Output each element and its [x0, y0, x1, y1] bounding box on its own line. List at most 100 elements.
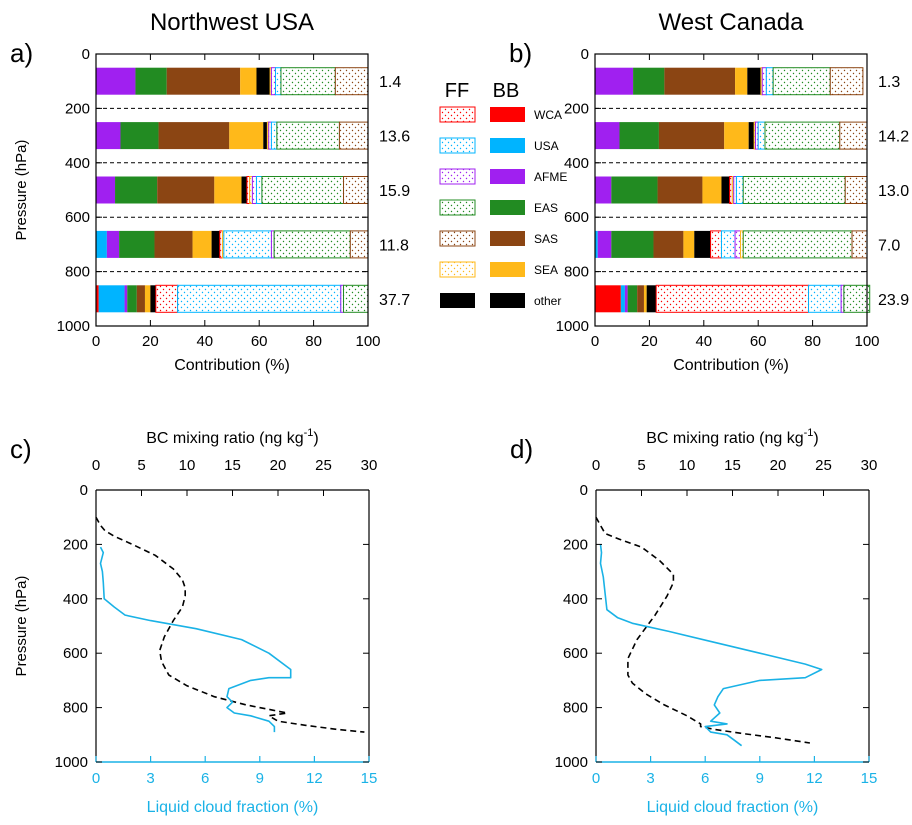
panel-d-y-tick-label: 800 [563, 700, 588, 717]
legend-label-afme: AFME [534, 170, 567, 184]
panel-a-y-tick-label: 200 [65, 100, 90, 117]
panel-b-total-label: 14.2 [878, 129, 909, 146]
panel-b-bar-900-bb-usa [620, 285, 625, 313]
panel-a-bar-700-bb-sas [154, 230, 193, 258]
panel-a-x-tick-label: 0 [92, 333, 100, 350]
panel-b-bar-900-ff-eas [843, 284, 871, 313]
panel-b-bar-100-bb-afme [595, 67, 634, 95]
panel-b-y-tick-label: 800 [564, 264, 589, 281]
panel-b-total-label: 13.0 [878, 183, 909, 200]
panel-a-plot-frame [95, 53, 369, 327]
panel-b-total-label: 23.9 [878, 292, 909, 309]
panel-c-bottom-x-tick-label: 3 [146, 770, 154, 787]
panel-a-bar-300-bb-sas [158, 122, 230, 150]
panel-a-bar-100-ff-afme [270, 67, 277, 96]
panel-a-bar-100-bb-other [256, 67, 271, 95]
panel-a-northwest-usa-bar-chart: Northwest USA a) 1.4 13.6 15.9 11.8 37.7 0 20 40 6… [10, 9, 410, 374]
panel-b-x-tick-label: 80 [804, 333, 821, 350]
panel-b-x-tick-label: 100 [854, 333, 879, 350]
panel-b-bar-700-bb-eas [611, 230, 654, 258]
panel-b-bar-100-ff-sas [829, 67, 864, 96]
panel-a-bar-700-bb-other [211, 230, 220, 258]
panel-b-x-tick-label: 20 [641, 333, 658, 350]
panel-c-y-tick-label: 800 [63, 700, 88, 717]
panel-b-bar-300-bb-afme [595, 122, 620, 150]
panel-b-bar-300-bb-sas [658, 122, 725, 150]
panel-b-bar-900-bb-wca [595, 285, 621, 313]
panel-d-bottom-x-tick-label: 12 [806, 770, 823, 787]
panel-c-top-x-tick-label: 10 [179, 457, 196, 474]
panel-b-panel-label: b) [509, 38, 532, 68]
panel-b-bar-500-ff-usa [735, 176, 744, 204]
panel-c-top-x-tick-label: 15 [224, 457, 241, 474]
panel-b-y-tick-label: 1000 [556, 318, 589, 335]
panel-b-bar-100-bb-sas [664, 67, 736, 95]
panel-b-bar-100-bb-eas [633, 67, 665, 95]
panel-b-bar-900-bb-sea [643, 285, 647, 313]
panel-b-bar-300-bb-sea [724, 122, 749, 150]
panel-c-y-tick-label: 400 [63, 591, 88, 608]
panel-c-y-tick-label: 0 [80, 482, 88, 499]
panel-c-panel-label: c) [10, 434, 32, 464]
panel-c-top-x-axis-label-main: BC mixing ratio (ng kg [146, 430, 303, 447]
panel-a-panel-label: a) [10, 38, 33, 68]
panel-a-bar-300-ff-sas [338, 121, 369, 150]
panel-d-bottom-x-tick-label: 3 [646, 770, 654, 787]
panel-b-y-tick-label: 0 [581, 46, 589, 63]
panel-d-bottom-x-tick-label: 9 [756, 770, 764, 787]
panel-a-bar-100-bb-sea [240, 67, 257, 95]
panel-a-x-tick-label: 80 [305, 333, 322, 350]
panel-a-bar-500-bb-sea [214, 176, 242, 204]
panel-d-bottom-x-tick-label: 0 [592, 770, 600, 787]
panel-a-bar-900-bb-sas [136, 285, 145, 313]
panel-b-bar-700-ff-afme [734, 230, 742, 259]
panel-c-y-axis-label: Pressure (hPa) [13, 576, 30, 677]
panel-c-bottom-x-tick-label: 0 [92, 770, 100, 787]
panel-a-y-tick-label: 400 [65, 155, 90, 172]
panel-c-y-tick-label: 200 [63, 536, 88, 553]
panel-d-top-x-tick-label: 10 [679, 457, 696, 474]
panel-a-bar-500-ff-sas [343, 176, 369, 204]
panel-a-bar-500-bb-eas [115, 176, 158, 204]
legend-ff-header: FF [445, 80, 469, 102]
panel-a-bar-900-bb-wca [96, 285, 99, 313]
panel-a-bar-700-bb-eas [119, 230, 155, 258]
panel-c-top-x-tick-label: 5 [137, 457, 145, 474]
panel-d-top-x-tick-label: 30 [861, 457, 878, 474]
panel-b-bar-100-ff-afme [761, 67, 767, 96]
panel-c-bottom-x-axis-label: Liquid cloud fraction (%) [147, 799, 319, 816]
panel-c-top-x-tick-label: 25 [315, 457, 332, 474]
panel-a-bar-500-bb-afme [96, 176, 116, 204]
panel-b-bar-100-bb-sea [735, 67, 748, 95]
panel-a-bar-900-ff-wca [155, 284, 179, 313]
legend-ff-swatch-other [440, 293, 475, 308]
panel-c-top-x-axis-label-end: ) [313, 430, 318, 447]
panel-d-top-x-axis-label-exp: -1 [804, 427, 814, 439]
panel-b-west-canada-bar-chart: West Canada b) 1.3 14.2 13.0 7.0 23.9 0 20 40 60 80… [509, 9, 909, 374]
panel-a-bar-900-bb-eas [127, 285, 137, 313]
panel-b-total-label: 1.3 [878, 74, 900, 91]
source-legend: FF BB WCA USA AFME EAS SAS SEA other [439, 80, 567, 308]
panel-b-bar-300-bb-eas [619, 122, 659, 150]
panel-a-bar-500-bb-other [241, 176, 247, 204]
panel-a-bar-900-bb-other [150, 285, 156, 313]
panel-a-bar-900-ff-eas [343, 284, 369, 313]
panel-a-bar-300-bb-afme [96, 122, 121, 150]
legend-bb-swatch-wca [490, 107, 525, 122]
panel-c-bottom-x-tick-label: 6 [201, 770, 209, 787]
legend-label-sas: SAS [534, 232, 558, 246]
panel-a-bar-900-bb-afme [124, 285, 128, 313]
panel-a-total-label: 15.9 [379, 183, 410, 200]
panel-d-top-x-axis-label-end: ) [813, 430, 818, 447]
panel-a-bar-900-ff-usa [177, 284, 342, 313]
panel-b-bar-500-bb-afme [595, 176, 612, 204]
panel-d-liquid-cloud-fraction-line [599, 544, 823, 747]
panel-b-bar-900-bb-sas [637, 285, 644, 313]
panel-b-bar-700-bb-other [694, 230, 711, 258]
panel-b-bar-500-bb-sea [702, 176, 722, 204]
panel-d-top-x-axis-label: BC mixing ratio (ng kg-1) [646, 427, 819, 447]
legend-ff-swatch-usa [439, 137, 476, 154]
panel-b-total-label: 7.0 [878, 237, 900, 254]
panel-a-x-tick-label: 100 [355, 333, 380, 350]
